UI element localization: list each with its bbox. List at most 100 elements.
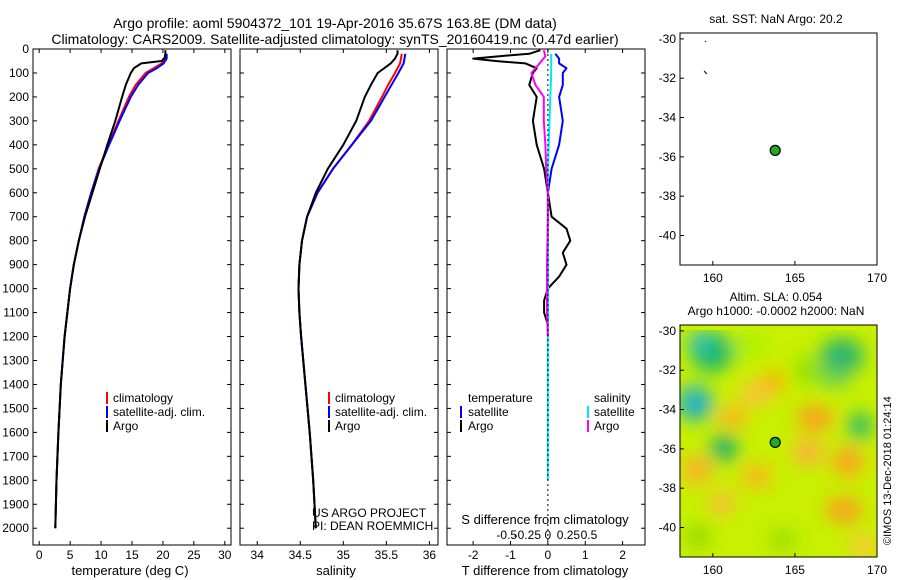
series-climatology	[297, 53, 403, 529]
map-lat-tick-label: -30	[659, 324, 677, 338]
legend-heading-temperature: temperature	[468, 391, 533, 405]
depth-tick-label: 400	[9, 138, 29, 152]
sla-map-title-line1: Altim. SLA: 0.054	[730, 290, 823, 304]
temperature-tick-label: 30	[218, 548, 232, 562]
map-lat-tick-label: -34	[659, 111, 677, 125]
depth-axis: 0 100 200 300 400 500 600 700 800 900 1000 1100 1200…	[2, 42, 645, 535]
t-difference-tick-label: 1	[582, 548, 589, 562]
difference-panel	[446, 48, 646, 546]
argo-float-marker	[769, 436, 781, 448]
sst-map-coast	[703, 40, 708, 75]
map-lat-tick-label: -36	[659, 150, 677, 164]
depth-tick-label: 1700	[2, 449, 29, 463]
depth-tick-label: 1300	[2, 353, 29, 367]
sst-map-axes: 160 165 170 -30 -32 -34 -36 -38 -40	[659, 32, 888, 285]
project-credit-line2: PI: DEAN ROEMMICH	[312, 519, 433, 533]
t-difference-tick-label: -2	[468, 548, 479, 562]
legend-label-satellite: satellite-adj. clim.	[335, 405, 427, 419]
map-lon-tick-label: 160	[703, 563, 723, 577]
depth-tick-label: 1100	[3, 306, 29, 320]
legend-label-climatology: climatology	[335, 391, 395, 405]
t-difference-tick-label: 2	[619, 548, 626, 562]
salinity-panel	[239, 48, 439, 546]
t-difference-tick-label: -1	[505, 548, 516, 562]
map-lat-tick-label: -32	[659, 363, 677, 377]
salinity-legend: climatology satellite-adj. clim. Argo	[328, 391, 427, 433]
map-lat-tick-label: -36	[659, 442, 677, 456]
depth-tick-label: 2000	[2, 521, 29, 535]
sla-map-axes: 160 165 170 -30 -32 -34 -36 -38 -40	[659, 324, 888, 577]
map-lat-tick-label: -34	[659, 403, 677, 417]
map-lon-tick-label: 170	[867, 563, 887, 577]
difference-lines	[472, 49, 572, 545]
map-lon-tick-label: 160	[703, 271, 723, 285]
depth-tick-label: 600	[9, 186, 29, 200]
map-lat-tick-label: -30	[659, 32, 677, 46]
legend-heading-salinity: salinity	[594, 391, 631, 405]
depth-tick-label: 1600	[2, 425, 29, 439]
temperature-tick-label: 20	[156, 548, 170, 562]
map-lat-tick-label: -38	[659, 481, 677, 495]
legend-label-climatology: climatology	[113, 391, 173, 405]
temperature-tick-label: 15	[125, 548, 139, 562]
legend-label-t-satellite: satellite	[468, 405, 509, 419]
sla-map-title-line2: Argo h1000: -0.0002 h2000: NaN	[688, 304, 865, 318]
sst-map-title: sat. SST: NaN Argo: 20.2	[709, 12, 843, 26]
temperature-xlabel: temperature (deg C)	[71, 563, 188, 578]
timestamp: ©IMOS 13-Dec-2018 01:24:14	[882, 396, 894, 545]
depth-tick-label: 1400	[2, 377, 29, 391]
sla-heatmap	[680, 325, 877, 557]
s-difference-tick-label: -0.5	[496, 528, 517, 542]
map-lon-tick-label: 165	[785, 563, 805, 577]
series-climatology	[54, 53, 167, 529]
depth-tick-label: 1200	[2, 330, 29, 344]
depth-tick-label: 0	[22, 42, 29, 56]
depth-tick-label: 300	[9, 114, 29, 128]
series-salinity-satellite	[546, 53, 553, 481]
series-argo	[54, 50, 167, 529]
difference-legend-salinity: salinity satellite Argo	[587, 391, 635, 433]
title-line2: Climatology: CARS2009. Satellite-adjuste…	[51, 31, 618, 47]
temperature-axis: 0 5 10 15 20 25 30	[36, 49, 232, 562]
temperature-tick-label: 0	[36, 548, 43, 562]
t-difference-tick-label: 0	[545, 548, 552, 562]
series-satellite-adj-clim-	[54, 53, 168, 529]
temperature-tick-label: 5	[67, 548, 74, 562]
salinity-tick-label: 34.5	[289, 548, 313, 562]
series-satellite-adj-clim-	[297, 53, 407, 529]
depth-tick-label: 500	[9, 162, 29, 176]
salinity-xlabel: salinity	[316, 563, 356, 578]
depth-tick-label: 700	[9, 210, 29, 224]
sla-map-frame	[679, 324, 878, 558]
temperature-legend: climatology satellite-adj. clim. Argo	[106, 391, 205, 433]
difference-xlabel-top: S difference from climatology	[461, 512, 629, 527]
legend-label-t-argo: Argo	[468, 419, 494, 433]
series-argo	[297, 50, 399, 529]
depth-tick-label: 1500	[2, 401, 29, 415]
legend-label-satellite: satellite-adj. clim.	[113, 405, 205, 419]
depth-tick-label: 900	[9, 258, 29, 272]
salinity-tick-label: 34	[251, 548, 265, 562]
depth-tick-label: 800	[9, 234, 29, 248]
salinity-tick-label: 36	[423, 548, 437, 562]
difference-xlabel: T difference from climatology	[462, 563, 629, 578]
s-difference-tick-label: 0.5	[581, 528, 598, 542]
legend-label-s-satellite: satellite	[594, 405, 635, 419]
depth-tick-label: 100	[9, 66, 29, 80]
sst-map-points	[769, 144, 781, 156]
title-line1: Argo profile: aoml 5904372_101 19-Apr-20…	[113, 15, 557, 31]
map-lat-tick-label: -32	[659, 71, 677, 85]
depth-tick-label: 1900	[2, 497, 29, 511]
salinity-tick-label: 35.5	[375, 548, 399, 562]
map-lat-tick-label: -38	[659, 189, 677, 203]
map-lat-tick-label: -40	[659, 521, 677, 535]
temperature-tick-label: 10	[94, 548, 108, 562]
depth-tick-label: 1000	[2, 282, 29, 296]
legend-label-argo: Argo	[113, 419, 139, 433]
salinity-lines	[297, 50, 407, 529]
temperature-panel	[32, 48, 232, 546]
series-temperature-argo	[472, 49, 572, 325]
argo-float-marker	[769, 144, 781, 156]
s-difference-tick-label: -0.25	[514, 528, 542, 542]
